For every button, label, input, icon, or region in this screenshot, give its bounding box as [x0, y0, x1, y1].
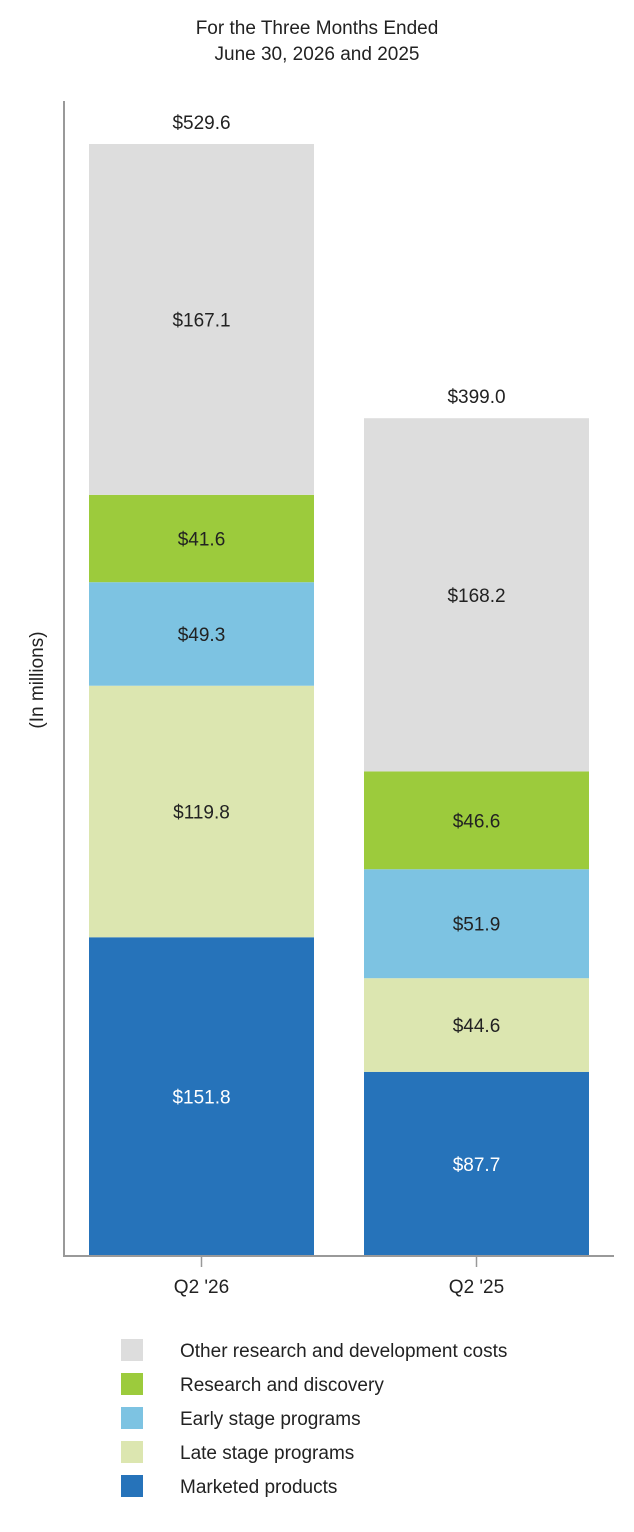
data-label-q2-26-early-stage-programs: $49.3 — [178, 625, 226, 646]
legend-swatch-early-stage-programs — [121, 1407, 143, 1429]
legend: Other research and development costs Rese… — [121, 1339, 507, 1498]
data-label-q2-26-other-research-and-development-costs: $167.1 — [172, 310, 230, 331]
chart-title-line-1: For the Three Months Ended — [196, 18, 439, 39]
data-label-q2-26-research-and-discovery: $41.6 — [178, 530, 226, 551]
data-label-q2-25-marketed-products: $87.7 — [453, 1155, 501, 1176]
legend-item-research-and-discovery: Research and discovery — [121, 1373, 384, 1396]
legend-label-early-stage-programs: Early stage programs — [180, 1409, 361, 1430]
legend-swatch-other-research-and-development-costs — [121, 1339, 143, 1361]
bar-q2-25-research-and-discovery — [364, 771, 589, 870]
data-label-q2-26-marketed-products: $151.8 — [172, 1088, 230, 1109]
bars-group: $151.8 $119.8 $49.3 $41.6 $167.1 $529.6 $87.7 $… — [89, 113, 589, 1256]
legend-swatch-late-stage-programs — [121, 1441, 143, 1463]
legend-item-marketed-products: Marketed products — [121, 1475, 337, 1498]
legend-item-late-stage-programs: Late stage programs — [121, 1441, 354, 1464]
bar-q2-26-other-research-and-development-costs — [89, 144, 314, 495]
bar-q2-25-other-research-and-development-costs — [364, 418, 589, 772]
data-label-q2-25-research-and-discovery: $46.6 — [453, 811, 501, 832]
x-tick-label-q2-26: Q2 '26 — [174, 1277, 229, 1298]
legend-label-other-research-and-development-costs: Other research and development costs — [180, 1341, 507, 1362]
legend-label-research-and-discovery: Research and discovery — [180, 1375, 384, 1396]
legend-swatch-research-and-discovery — [121, 1373, 143, 1395]
axes-group: Q2 '26 Q2 '25 — [63, 101, 614, 1298]
total-label-q2-25: $399.0 — [447, 387, 505, 408]
legend-item-other-research-and-development-costs: Other research and development costs — [121, 1339, 507, 1362]
data-label-q2-25-early-stage-programs: $51.9 — [453, 915, 501, 936]
data-label-q2-25-other-research-and-development-costs: $168.2 — [447, 586, 505, 607]
total-label-q2-26: $529.6 — [172, 113, 230, 134]
x-tick-label-q2-25: Q2 '25 — [449, 1277, 504, 1298]
bar-q2-25-late-stage-programs — [364, 978, 589, 1072]
legend-swatch-marketed-products — [121, 1475, 143, 1497]
legend-label-late-stage-programs: Late stage programs — [180, 1443, 354, 1464]
y-axis-label: (In millions) — [27, 631, 48, 728]
bar-q2-25-marketed-products — [364, 1071, 589, 1256]
bar-q2-26-marketed-products — [89, 937, 314, 1256]
bar-q2-25-early-stage-programs — [364, 869, 589, 979]
chart-title-line-2: June 30, 2026 and 2025 — [215, 44, 420, 65]
data-label-q2-25-late-stage-programs: $44.6 — [453, 1016, 501, 1037]
bar-q2-26-early-stage-programs — [89, 582, 314, 686]
legend-label-marketed-products: Marketed products — [180, 1477, 337, 1498]
chart-title: For the Three Months Ended June 30, 2026… — [196, 18, 439, 65]
legend-item-early-stage-programs: Early stage programs — [121, 1407, 361, 1430]
bar-q2-26-late-stage-programs — [89, 685, 314, 938]
bar-q2-26-research-and-discovery — [89, 494, 314, 583]
data-label-q2-26-late-stage-programs: $119.8 — [173, 802, 230, 823]
